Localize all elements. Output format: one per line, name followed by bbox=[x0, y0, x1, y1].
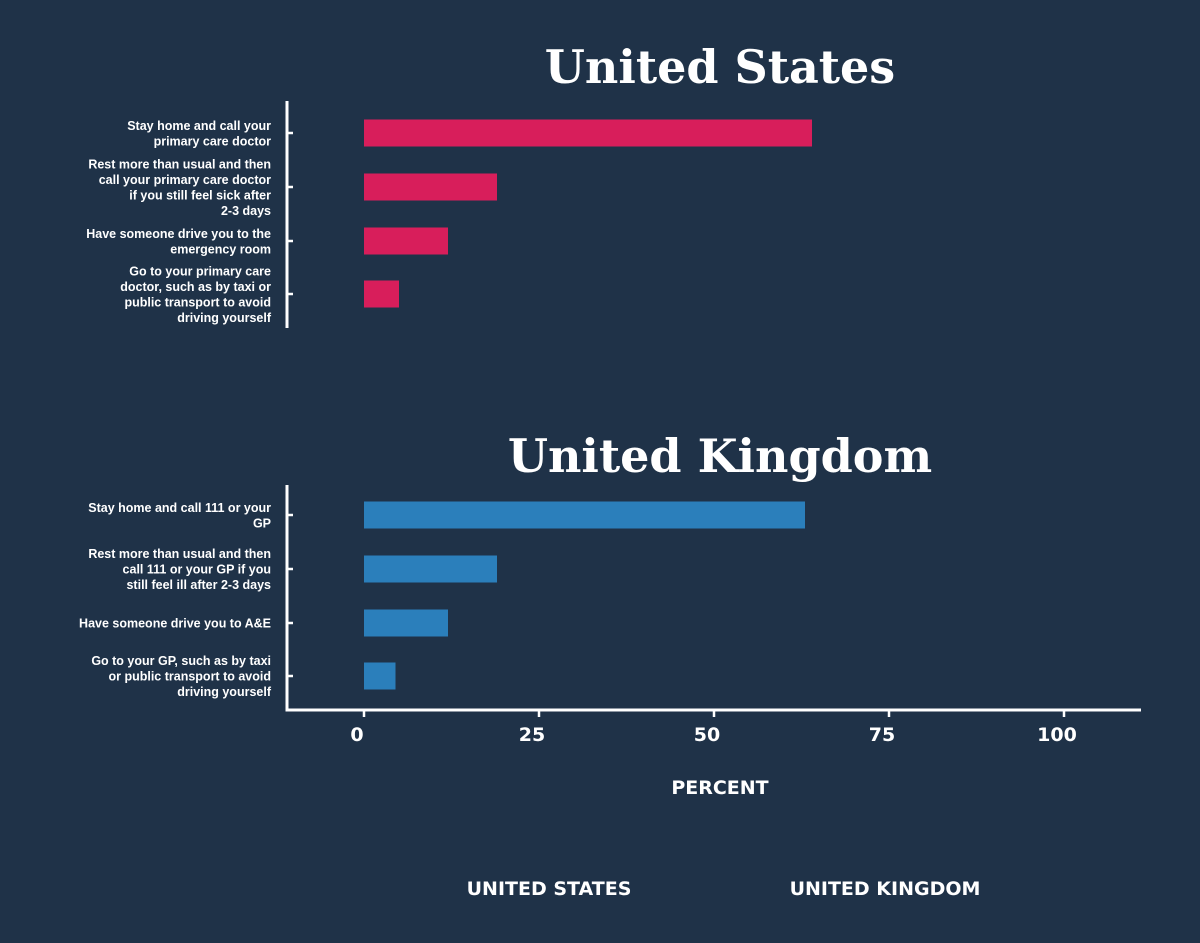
legend-entry-2: UNITED KINGDOM bbox=[790, 878, 981, 900]
panel-title-us: United States bbox=[545, 40, 895, 94]
category-label-line: Go to your GP, such as by taxi bbox=[91, 654, 271, 668]
x-axis-title: PERCENT bbox=[671, 777, 768, 799]
category-label-line: Go to your primary care bbox=[129, 264, 271, 278]
legend: UNITED STATES UNITED KINGDOM bbox=[467, 878, 981, 900]
panel-uk: Stay home and call 111 or your GP Rest mor… bbox=[79, 485, 805, 710]
category-label-uk-1: Stay home and call 111 or your GP bbox=[88, 501, 271, 531]
category-label-line: call 111 or your GP if you bbox=[123, 563, 271, 577]
category-label-line: driving yourself bbox=[177, 311, 272, 325]
panel-us: Stay home and call your primary care doct… bbox=[86, 101, 812, 328]
category-label-line: Stay home and call 111 or your bbox=[88, 501, 271, 515]
category-label-line: call your primary care doctor bbox=[99, 173, 271, 187]
category-label-us-2: Rest more than usual and then call your p… bbox=[88, 157, 271, 218]
category-label-uk-2: Rest more than usual and then call 111 or… bbox=[88, 547, 271, 592]
category-label-line: Stay home and call your bbox=[127, 119, 271, 133]
bar-uk-4 bbox=[364, 662, 396, 690]
panel-title-uk: United Kingdom bbox=[508, 429, 932, 483]
category-label-us-1: Stay home and call your primary care doct… bbox=[127, 119, 271, 149]
x-tick-label: 0 bbox=[350, 724, 363, 746]
bar-us-3 bbox=[364, 227, 448, 255]
category-label-line: driving yourself bbox=[177, 685, 272, 699]
bar-uk-1 bbox=[364, 501, 805, 529]
category-label-line: Have someone drive you to A&E bbox=[79, 617, 271, 631]
category-label-line: still feel ill after 2-3 days bbox=[126, 578, 271, 592]
category-label-uk-3: Have someone drive you to A&E bbox=[79, 617, 271, 631]
bar-uk-3 bbox=[364, 609, 448, 637]
bar-us-1 bbox=[364, 119, 812, 147]
x-tick-label: 25 bbox=[519, 724, 545, 746]
bar-us-2 bbox=[364, 173, 497, 201]
category-label-us-4: Go to your primary care doctor, such as b… bbox=[120, 264, 272, 325]
x-axis: 0 25 50 75 100 bbox=[285, 708, 1141, 746]
category-label-line: Rest more than usual and then bbox=[88, 157, 271, 171]
category-label-line: or public transport to avoid bbox=[108, 670, 271, 684]
bar-us-4 bbox=[364, 280, 399, 308]
category-label-line: GP bbox=[253, 516, 271, 530]
category-label-uk-4: Go to your GP, such as by taxi or public … bbox=[91, 654, 272, 699]
x-tick-label: 75 bbox=[869, 724, 895, 746]
category-label-line: doctor, such as by taxi or bbox=[120, 280, 271, 294]
x-tick-label: 50 bbox=[694, 724, 720, 746]
category-label-line: Rest more than usual and then bbox=[88, 547, 271, 561]
category-label-us-3: Have someone drive you to the emergency r… bbox=[86, 227, 271, 257]
category-label-line: 2-3 days bbox=[221, 204, 271, 218]
category-label-line: emergency room bbox=[170, 242, 271, 256]
category-label-line: if you still feel sick after bbox=[129, 188, 271, 202]
bar-uk-2 bbox=[364, 555, 497, 583]
legend-entry-1: UNITED STATES bbox=[467, 878, 632, 900]
category-label-line: public transport to avoid bbox=[124, 295, 271, 309]
category-label-line: primary care doctor bbox=[154, 134, 272, 148]
x-tick-label: 100 bbox=[1037, 724, 1077, 746]
category-label-line: Have someone drive you to the bbox=[86, 227, 271, 241]
